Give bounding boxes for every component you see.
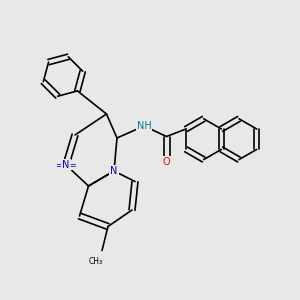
Text: O: O	[163, 157, 170, 167]
Text: N: N	[62, 160, 70, 170]
Text: N: N	[110, 166, 118, 176]
Text: =N=: =N=	[55, 160, 77, 169]
Text: NH: NH	[136, 121, 152, 131]
Text: CH₃: CH₃	[89, 256, 103, 266]
